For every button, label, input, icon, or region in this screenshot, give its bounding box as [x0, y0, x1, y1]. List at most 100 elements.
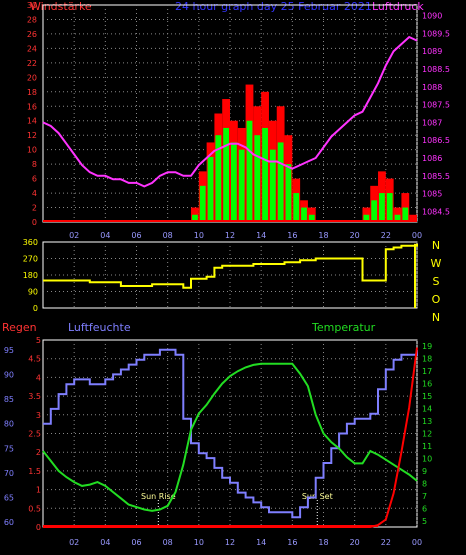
humidity-axis-title: Luftfeuchte [68, 321, 131, 334]
wind-panel-x-tick: 08 [163, 231, 173, 240]
climate-panel-x-tick: 02 [69, 538, 79, 547]
wind-y-tick: 10 [27, 146, 37, 155]
pressure-y-tick: 1087 [422, 118, 442, 127]
wind-avg-bar [363, 214, 370, 222]
temperature-y-tick: 13 [422, 417, 432, 426]
wind-panel-x-tick: 06 [131, 231, 141, 240]
wind-avg-bar [379, 193, 385, 222]
rain-y-tick: 5 [36, 336, 41, 345]
wind-avg-bar [254, 135, 261, 222]
rain-axis-title: Regen [2, 321, 37, 334]
humidity-y-tick: 90 [4, 370, 14, 379]
wind-y-tick: 4 [32, 189, 37, 198]
temperature-y-tick: 18 [422, 355, 432, 364]
pressure-y-tick: 1087.5 [422, 101, 450, 110]
temperature-y-tick: 9 [422, 467, 427, 476]
humidity-line [43, 348, 418, 519]
temperature-axis-title: Temperatur [311, 321, 376, 334]
climate-panel-x-tick: 20 [350, 538, 360, 547]
wind-avg-bar [215, 135, 222, 222]
wind-gust-bar [409, 214, 417, 222]
wind-y-tick: 8 [32, 160, 37, 169]
rain-y-tick: 1 [36, 486, 41, 495]
wind-avg-bar [199, 185, 206, 222]
climate-panel-x-tick: 10 [194, 538, 204, 547]
rain-y-tick: 3.5 [28, 392, 41, 401]
temperature-y-tick: 5 [422, 517, 427, 526]
temperature-y-tick: 10 [422, 454, 432, 463]
climate-panel-x-tick: 00 [412, 538, 422, 547]
temperature-y-tick: 14 [422, 405, 432, 414]
wind-avg-bar [238, 149, 245, 222]
wind-y-tick: 20 [27, 73, 37, 82]
pressure-y-tick: 1089 [422, 47, 442, 56]
wind-y-tick: 14 [27, 117, 37, 126]
pressure-line [42, 35, 418, 188]
wind-panel-x-tick: 10 [194, 231, 204, 240]
climate-panel-x-tick: 16 [287, 538, 297, 547]
wind-y-tick: 22 [27, 59, 37, 68]
wind-panel-x-tick: 02 [69, 231, 79, 240]
wind-y-tick: 12 [27, 131, 37, 140]
wind-y-tick: 6 [32, 175, 37, 184]
wind-panel-x-tick: 12 [225, 231, 235, 240]
wind-panel-x-tick: 16 [287, 231, 297, 240]
wind-panel-x-tick: 22 [381, 231, 391, 240]
wind-avg-bar [262, 127, 268, 222]
wind-panel-x-tick: 18 [318, 231, 328, 240]
direction-y-tick: 270 [23, 255, 38, 264]
direction-y-tick: 90 [28, 288, 38, 297]
compass-label: S [433, 275, 440, 288]
temperature-y-tick: 12 [422, 430, 432, 439]
temperature-y-tick: 8 [422, 479, 427, 488]
pressure-axis-title: Luftdruck [372, 0, 424, 13]
humidity-y-tick: 70 [4, 469, 14, 478]
wind-y-tick: 24 [27, 44, 37, 53]
wind-panel-x-tick: 14 [256, 231, 266, 240]
temperature-line [42, 362, 418, 512]
temperature-y-tick: 7 [422, 492, 427, 501]
humidity-y-tick: 75 [4, 444, 14, 453]
climate-panel-x-tick: 14 [256, 538, 266, 547]
direction-line [43, 243, 418, 289]
wind-avg-bar [308, 214, 315, 222]
humidity-y-tick: 95 [4, 346, 14, 355]
wind-avg-bar [269, 149, 276, 222]
climate-panel-x-tick: 06 [131, 538, 141, 547]
wind-avg-bar [394, 214, 401, 222]
humidity-y-tick: 65 [4, 493, 14, 502]
wind-avg-bar [402, 207, 409, 222]
wind-y-tick: 0 [32, 218, 37, 227]
wind-axis-title: Windstärke [30, 0, 92, 13]
pressure-y-tick: 1085 [422, 190, 442, 199]
wind-y-tick: 2 [32, 204, 37, 213]
wind-panel-x-tick: 20 [350, 231, 360, 240]
rain-y-tick: 0 [36, 523, 41, 532]
rain-y-tick: 4.5 [28, 355, 41, 364]
pressure-y-tick: 1088 [422, 83, 442, 92]
rain-y-tick: 4 [36, 373, 41, 382]
wind-avg-bar [285, 164, 292, 222]
wind-avg-bar [386, 193, 393, 222]
humidity-y-tick: 85 [4, 395, 14, 404]
pressure-y-tick: 1086.5 [422, 136, 450, 145]
wind-avg-bar [246, 120, 253, 222]
temperature-y-tick: 11 [422, 442, 432, 451]
pressure-y-tick: 1086 [422, 154, 442, 163]
pressure-y-tick: 1085.5 [422, 172, 450, 181]
compass-label: O [432, 293, 441, 306]
humidity-y-tick: 60 [4, 518, 14, 527]
climate-panel-x-tick: 22 [381, 538, 391, 547]
wind-y-tick: 16 [27, 102, 37, 111]
compass-label: N [432, 311, 440, 324]
direction-y-tick: 360 [23, 238, 38, 247]
direction-y-tick: 180 [23, 271, 38, 280]
wind-panel-x-tick: 00 [412, 231, 422, 240]
compass-label: W [431, 257, 442, 270]
temperature-y-tick: 17 [422, 367, 432, 376]
rain-y-tick: 1.5 [28, 467, 41, 476]
wind-y-tick: 30 [27, 1, 37, 10]
wind-y-tick: 18 [27, 88, 37, 97]
pressure-y-tick: 1090 [422, 12, 442, 21]
